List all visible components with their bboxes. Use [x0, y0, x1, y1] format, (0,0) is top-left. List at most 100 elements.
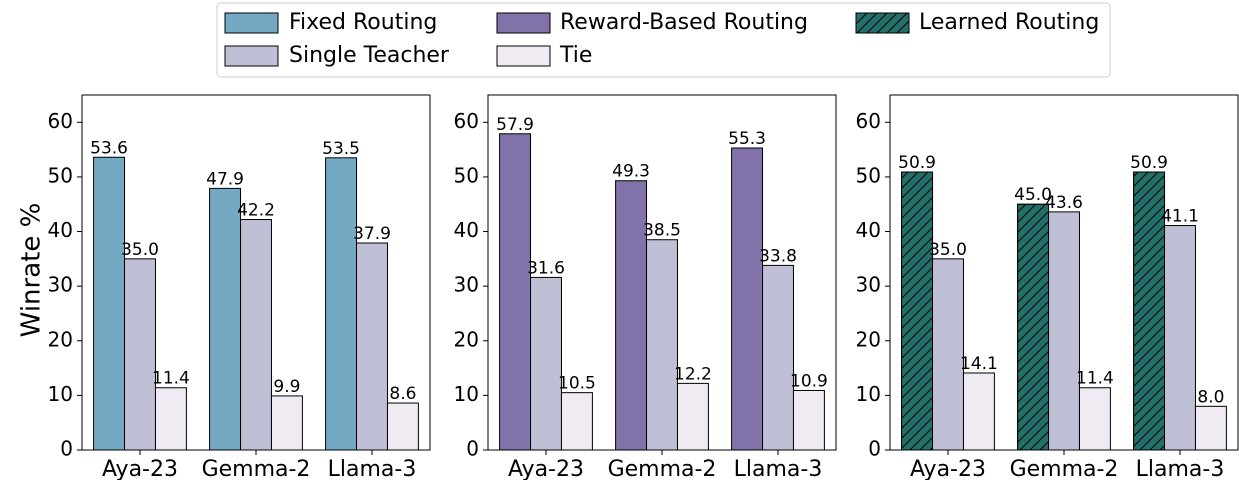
y-tick-label: 0 [60, 437, 73, 461]
bar [615, 180, 648, 451]
value-label: 11.4 [152, 369, 190, 389]
bar [499, 133, 532, 451]
x-tick-label: Llama-3 [1136, 457, 1225, 480]
y-tick-label: 0 [466, 437, 479, 461]
y-tick-label: 10 [856, 382, 881, 406]
legend-patch [224, 45, 279, 67]
value-label: 42.2 [237, 201, 275, 221]
y-tick-label: 30 [454, 273, 479, 297]
value-label: 38.5 [643, 221, 681, 241]
legend-patch [496, 45, 551, 67]
bar [154, 387, 187, 451]
x-tick-label: Gemma-2 [202, 457, 311, 480]
bar [356, 242, 388, 451]
y-tick-label: 20 [48, 327, 73, 351]
bar [932, 258, 964, 451]
y-tick-label: 40 [454, 218, 479, 242]
axes-frame [889, 94, 1239, 451]
value-label: 14.1 [960, 354, 998, 374]
value-label: 43.6 [1045, 193, 1083, 213]
bar [209, 187, 242, 451]
bar [1048, 211, 1080, 451]
legend-label: Fixed Routing [289, 10, 437, 35]
value-label: 11.4 [1076, 369, 1114, 389]
bar [1194, 405, 1227, 451]
y-tick-label: 60 [454, 109, 479, 133]
bar [731, 147, 764, 451]
value-label: 33.8 [759, 246, 797, 266]
bar [1164, 225, 1196, 451]
x-tick-label: Aya-23 [102, 457, 178, 480]
value-label: 41.1 [1161, 207, 1199, 227]
y-tick-label: 40 [856, 218, 881, 242]
value-label: 53.5 [322, 139, 360, 159]
bar [762, 264, 794, 451]
x-tick-label: Llama-3 [328, 457, 417, 480]
bar [560, 392, 593, 451]
value-label: 10.9 [790, 371, 828, 391]
axes-frame [487, 94, 837, 451]
hatch [1017, 203, 1050, 451]
value-label: 10.5 [558, 374, 596, 394]
hatch [901, 171, 934, 451]
bar [792, 389, 825, 451]
value-label: 50.9 [898, 153, 936, 173]
x-tick-label: Aya-23 [508, 457, 584, 480]
y-tick-label: 30 [856, 273, 881, 297]
value-label: 55.3 [728, 129, 766, 149]
y-tick-label: 50 [48, 163, 73, 187]
bar [93, 156, 126, 451]
y-tick-label: 10 [48, 382, 73, 406]
y-tick-label: 50 [856, 163, 881, 187]
x-tick-label: Gemma-2 [1010, 457, 1119, 480]
legend-patch [224, 12, 279, 34]
value-label: 35.0 [121, 240, 159, 260]
y-axis-label: Winrate % [17, 203, 47, 338]
x-tick-label: Llama-3 [734, 457, 823, 480]
y-tick-label: 40 [48, 218, 73, 242]
value-label: 8.6 [389, 384, 416, 404]
value-label: 35.0 [929, 240, 967, 260]
legend-label: Learned Routing [919, 10, 1099, 35]
y-tick-label: 50 [454, 163, 479, 187]
legend-patch [496, 12, 551, 34]
bar [530, 276, 562, 451]
value-label: 57.9 [496, 115, 534, 135]
value-label: 47.9 [206, 169, 244, 189]
bar [270, 395, 303, 451]
legend: Fixed Routing Single Teacher Reward-Base… [216, 2, 1111, 78]
bar [646, 239, 678, 451]
value-label: 37.9 [353, 224, 391, 244]
hatch [855, 12, 910, 34]
value-label: 12.2 [674, 364, 712, 384]
y-tick-label: 60 [856, 109, 881, 133]
y-tick-label: 30 [48, 273, 73, 297]
y-tick-label: 0 [868, 437, 881, 461]
value-label: 8.0 [1197, 387, 1224, 407]
bar [1078, 387, 1111, 451]
value-label: 31.6 [527, 258, 565, 278]
bar [676, 382, 709, 451]
value-label: 49.3 [612, 162, 650, 182]
hatch [1133, 171, 1166, 451]
legend-label: Reward-Based Routing [560, 10, 808, 35]
legend-label: Tie [559, 43, 592, 68]
x-tick-label: Aya-23 [910, 457, 986, 480]
y-tick-label: 10 [454, 382, 479, 406]
y-tick-label: 20 [454, 327, 479, 351]
value-label: 9.9 [273, 377, 300, 397]
bar [962, 372, 995, 451]
value-label: 50.9 [1130, 153, 1168, 173]
bar [124, 258, 156, 451]
value-label: 53.6 [90, 138, 128, 158]
x-tick-label: Gemma-2 [608, 457, 717, 480]
legend-label: Single Teacher [289, 43, 450, 68]
y-tick-label: 20 [856, 327, 881, 351]
bar [325, 157, 358, 451]
bar [240, 219, 272, 451]
y-tick-label: 60 [48, 109, 73, 133]
axes-frame [81, 94, 431, 451]
bar [386, 402, 419, 451]
value-label: 45.0 [1014, 185, 1052, 205]
